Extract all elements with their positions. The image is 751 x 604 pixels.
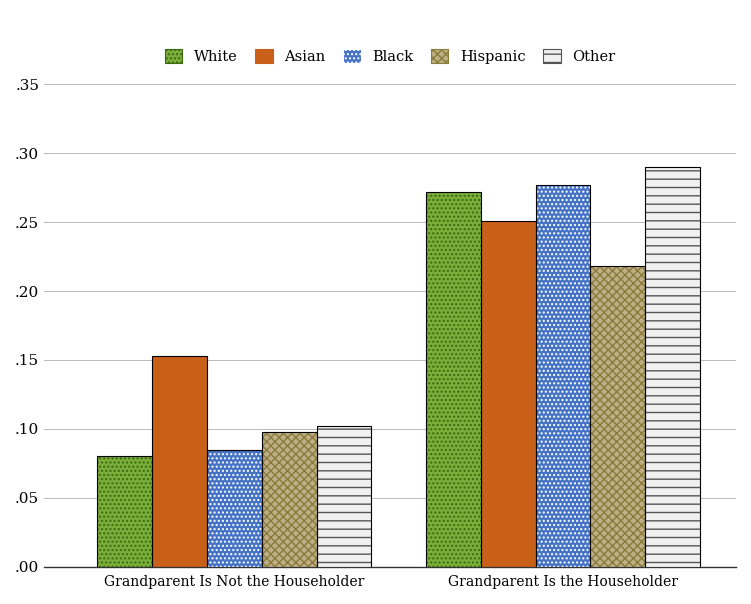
Bar	[535, 185, 590, 567]
Bar	[207, 449, 262, 567]
Bar	[262, 432, 316, 567]
Bar	[316, 426, 371, 567]
Bar	[590, 266, 645, 567]
Bar	[426, 192, 481, 567]
Bar	[152, 356, 207, 567]
Bar	[98, 457, 152, 567]
Bar	[645, 167, 700, 567]
Bar	[590, 266, 645, 567]
Bar	[481, 221, 535, 567]
Bar	[645, 167, 700, 567]
Bar	[426, 192, 481, 567]
Bar	[98, 457, 152, 567]
Bar	[316, 426, 371, 567]
Bar	[152, 356, 207, 567]
Bar	[481, 221, 535, 567]
Bar	[207, 449, 262, 567]
Bar	[262, 432, 316, 567]
Legend: White, Asian, Black, Hispanic, Other: White, Asian, Black, Hispanic, Other	[159, 43, 621, 70]
Bar	[535, 185, 590, 567]
